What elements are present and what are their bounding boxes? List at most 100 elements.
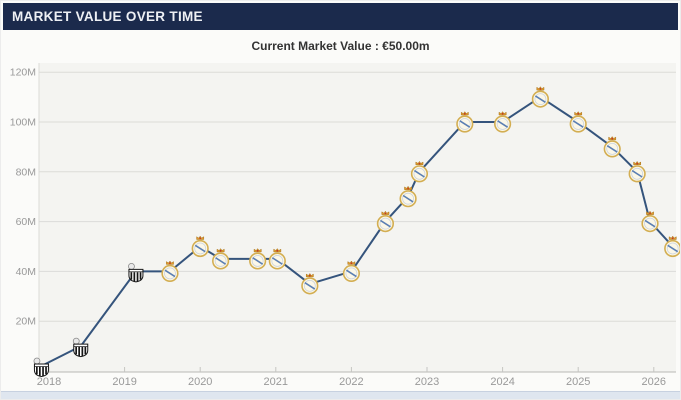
data-point-real-madrid-badge[interactable]: [494, 111, 512, 133]
real-madrid-inner-ring: [303, 279, 316, 292]
data-point-real-madrid-badge[interactable]: [628, 160, 646, 183]
y-tick-label: 20M: [16, 316, 36, 328]
data-point-real-madrid-badge[interactable]: [212, 248, 230, 270]
x-axis: 2018 2019 2020 2021 2022 2023 2024 2025 2026: [37, 367, 666, 388]
data-point-santos-badge[interactable]: [128, 262, 144, 283]
plot-area: [39, 63, 676, 372]
real-madrid-sash: [194, 244, 206, 253]
data-point-real-madrid-badge[interactable]: [641, 210, 659, 233]
data-point-real-madrid-badge[interactable]: [161, 260, 179, 283]
real-madrid-inner-ring: [534, 93, 547, 105]
crown-jewel: [577, 112, 580, 115]
real-madrid-inner-ring: [606, 142, 619, 155]
x-tick-label: 2018: [37, 376, 61, 388]
real-madrid-sash: [271, 257, 283, 265]
x-tick-label: 2020: [188, 376, 212, 388]
data-point-real-madrid-badge[interactable]: [569, 111, 587, 133]
current-market-value-label: Current Market Value: [251, 39, 372, 53]
y-axis: 120M 100M 80M 60M 40M 20M: [10, 67, 676, 328]
data-point-real-madrid-badge[interactable]: [531, 86, 550, 108]
real-madrid-sash: [534, 95, 546, 103]
data-point-real-madrid-badge[interactable]: [410, 160, 429, 183]
real-madrid-inner-ring: [251, 255, 264, 267]
crown-jewel: [463, 112, 466, 115]
real-madrid-sash: [379, 219, 391, 228]
x-tick-label: 2023: [415, 376, 439, 388]
crown-jewel: [418, 162, 421, 165]
crown-jewel: [256, 249, 259, 252]
data-point-real-madrid-badge[interactable]: [376, 210, 395, 233]
crown-jewel: [199, 237, 202, 240]
real-madrid-inner-ring: [379, 217, 392, 230]
crown-jewel: [671, 237, 674, 240]
real-madrid-inner-ring: [345, 267, 358, 280]
real-madrid-inner-ring: [413, 167, 426, 180]
y-tick-label: 100M: [10, 117, 36, 129]
data-point-santos-badge[interactable]: [33, 357, 49, 378]
crown-jewel: [276, 249, 279, 252]
x-tick-label: 2021: [264, 376, 288, 388]
real-madrid-inner-ring: [214, 255, 227, 267]
crown-jewel: [611, 137, 614, 140]
x-tick-label: 2022: [339, 376, 363, 388]
real-madrid-inner-ring: [402, 192, 415, 205]
widget-header: MARKET VALUE OVER TIME: [3, 3, 678, 30]
real-madrid-sash: [572, 120, 584, 128]
real-madrid-sash: [252, 257, 264, 265]
real-madrid-inner-ring: [271, 255, 284, 267]
y-tick-label: 120M: [10, 67, 36, 79]
real-madrid-sash: [497, 120, 509, 128]
data-point-real-madrid-badge[interactable]: [268, 248, 286, 270]
real-madrid-sash: [606, 145, 618, 153]
santos-shield-icon: [128, 268, 144, 283]
crown-jewel: [350, 262, 353, 265]
crown-jewel: [308, 274, 311, 277]
crown-jewel: [407, 187, 409, 190]
crown-jewel: [539, 88, 542, 90]
real-madrid-sash: [667, 244, 679, 253]
santos-ball-icon: [128, 262, 135, 270]
current-market-value-amount: €50.00m: [382, 39, 430, 53]
real-madrid-sash: [304, 281, 316, 290]
y-tick-label: 80M: [16, 166, 36, 178]
real-madrid-sash: [402, 194, 414, 203]
santos-shield-icon: [73, 343, 89, 358]
real-madrid-inner-ring: [458, 118, 471, 130]
footer-strip: [1, 391, 680, 399]
real-madrid-sash: [644, 219, 656, 228]
real-madrid-inner-ring: [666, 242, 679, 255]
x-tick-label: 2025: [566, 376, 590, 388]
data-point-santos-badge[interactable]: [72, 337, 89, 358]
current-market-value-separator: :: [371, 39, 383, 53]
data-point-real-madrid-badge[interactable]: [301, 273, 319, 295]
real-madrid-inner-ring: [496, 118, 509, 130]
real-madrid-sash: [345, 269, 357, 278]
data-point-real-madrid-badge[interactable]: [603, 136, 621, 158]
real-madrid-sash: [631, 169, 643, 178]
widget-title: MARKET VALUE OVER TIME: [12, 9, 203, 24]
y-tick-label: 40M: [16, 266, 36, 278]
data-point-real-madrid-badge[interactable]: [664, 235, 681, 258]
crown-jewel: [169, 262, 171, 265]
real-madrid-sash: [215, 257, 227, 265]
real-madrid-inner-ring: [164, 267, 176, 280]
x-tick-label: 2024: [490, 376, 514, 388]
crown-jewel: [384, 212, 387, 215]
crown-jewel: [649, 212, 651, 215]
real-madrid-inner-ring: [194, 242, 207, 255]
current-market-value: Current Market Value : €50.00m: [1, 39, 680, 53]
real-madrid-inner-ring: [631, 167, 644, 180]
real-madrid-inner-ring: [644, 217, 656, 230]
data-point-real-madrid-badge[interactable]: [399, 185, 417, 208]
data-point-real-madrid-badge[interactable]: [456, 111, 474, 133]
data-point-real-madrid-badge[interactable]: [342, 260, 361, 283]
data-point-real-madrid-badge[interactable]: [249, 248, 267, 270]
crown-jewel: [636, 162, 639, 165]
x-tick-label: 2019: [112, 376, 136, 388]
santos-ball-icon: [33, 357, 41, 365]
crown-jewel: [501, 112, 504, 115]
data-point-real-madrid-badge[interactable]: [191, 235, 209, 258]
